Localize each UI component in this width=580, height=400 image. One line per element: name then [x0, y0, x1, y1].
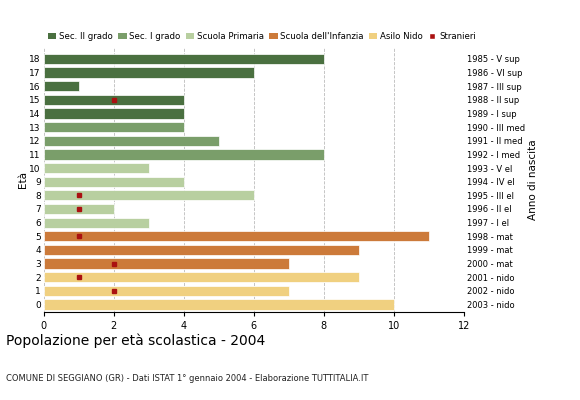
Y-axis label: Età: Età [18, 172, 28, 188]
Bar [44, 68, 254, 78]
Bar [44, 81, 78, 91]
Bar [44, 218, 148, 228]
Bar [44, 204, 114, 214]
Bar [44, 245, 359, 255]
Bar [44, 95, 184, 105]
Bar [44, 286, 289, 296]
Bar [44, 190, 254, 200]
Bar [44, 299, 394, 310]
Bar [44, 258, 289, 269]
Bar [44, 108, 184, 119]
Bar [44, 122, 184, 132]
Bar [44, 54, 324, 64]
Bar [44, 272, 359, 282]
Bar [44, 231, 429, 241]
Y-axis label: Anno di nascita: Anno di nascita [528, 140, 538, 220]
Bar [44, 136, 219, 146]
Text: COMUNE DI SEGGIANO (GR) - Dati ISTAT 1° gennaio 2004 - Elaborazione TUTTITALIA.I: COMUNE DI SEGGIANO (GR) - Dati ISTAT 1° … [6, 374, 368, 383]
Bar [44, 176, 184, 187]
Text: Popolazione per età scolastica - 2004: Popolazione per età scolastica - 2004 [6, 334, 265, 348]
Legend: Sec. II grado, Sec. I grado, Scuola Primaria, Scuola dell'Infanzia, Asilo Nido, : Sec. II grado, Sec. I grado, Scuola Prim… [48, 32, 476, 41]
Bar [44, 163, 148, 173]
Bar [44, 149, 324, 160]
